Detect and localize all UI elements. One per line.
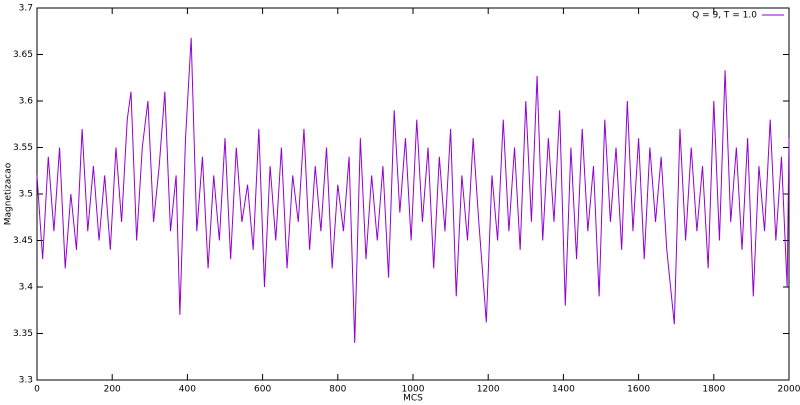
- x-axis-label: MCS: [403, 394, 423, 404]
- y-tick-label: 3.3: [19, 376, 33, 386]
- y-tick-label: 3.55: [13, 143, 33, 153]
- x-tick-label: 1200: [477, 385, 500, 395]
- x-tick-label: 0: [34, 385, 40, 395]
- y-tick-label: 3.4: [19, 283, 34, 293]
- x-tick-label: 1400: [552, 385, 575, 395]
- x-tick-label: 400: [179, 385, 196, 395]
- y-tick-label: 3.45: [13, 236, 33, 246]
- x-tick-label: 2000: [778, 385, 800, 395]
- x-tick-label: 800: [329, 385, 346, 395]
- data-line: [36, 37, 790, 343]
- y-tick-label: 3.35: [13, 329, 33, 339]
- x-tick-label: 200: [104, 385, 121, 395]
- x-tick-label: 600: [254, 385, 271, 395]
- y-tick-label: 3.7: [19, 4, 33, 14]
- y-tick-label: 3.65: [13, 50, 33, 60]
- x-tick-label: 1600: [627, 385, 650, 395]
- y-axis-label: Magnetizacao: [4, 162, 14, 225]
- x-tick-label: 1000: [402, 385, 425, 395]
- y-tick-label: 3.6: [19, 97, 34, 107]
- y-tick-label: 3.5: [19, 190, 33, 200]
- legend-label: Q = 9, T = 1.0: [692, 11, 757, 21]
- x-tick-label: 1800: [702, 385, 725, 395]
